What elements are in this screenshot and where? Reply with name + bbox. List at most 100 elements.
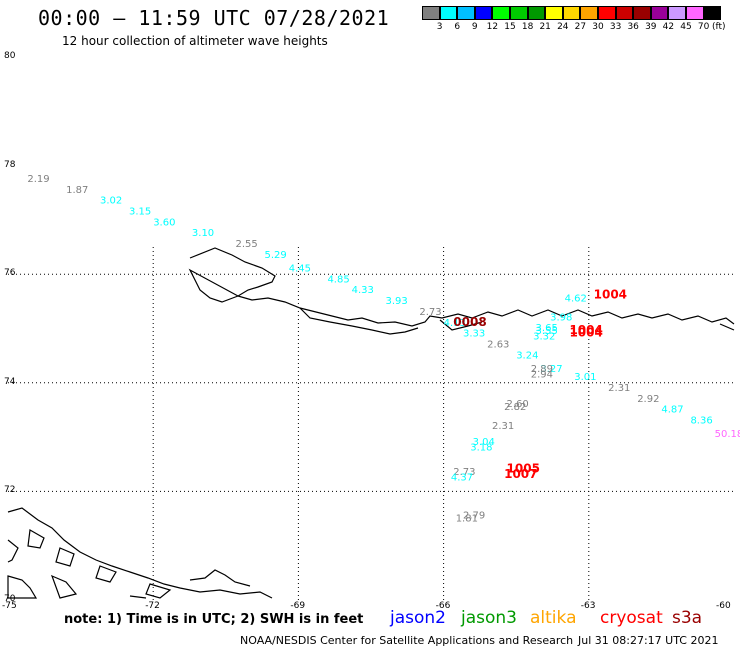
- coastline-segment: [299, 307, 419, 335]
- longitude-label: -75: [2, 601, 17, 611]
- colorbar-label: 9: [471, 22, 478, 32]
- wave-height-label: 3.65: [536, 323, 558, 334]
- footer-note: note: 1) Time is in UTC; 2) SWH is in fe…: [64, 612, 364, 627]
- latitude-label: 72: [4, 485, 16, 496]
- wave-height-label: 2.79: [463, 511, 485, 522]
- wave-height-label: 2.94: [531, 369, 553, 380]
- colorbar-label: 3: [436, 22, 443, 32]
- wave-height-label: 3.55: [536, 326, 558, 337]
- wave-height-label: 3.01: [574, 372, 596, 383]
- latitude-label: 80: [4, 51, 16, 61]
- longitude-label: -66: [435, 601, 451, 611]
- colorbar-swatch: [633, 6, 651, 20]
- colorbar-swatch: [668, 6, 686, 20]
- colorbar-swatch: [615, 6, 634, 20]
- colorbar-label: 39: [645, 22, 657, 32]
- coastline-segment: [189, 247, 735, 327]
- mission-label: cryosat: [600, 608, 663, 628]
- wave-height-label: 8.36: [690, 416, 712, 427]
- credit-text: NOAA/NESDIS Center for Satellite Applica…: [240, 634, 574, 647]
- colorbar-label: 6: [454, 22, 461, 32]
- wave-height-label: 4.13: [444, 318, 466, 329]
- wave-height-label: 3.10: [192, 228, 214, 239]
- wave-height-label: 4.87: [661, 405, 683, 416]
- wave-height-label: 3.93: [386, 296, 408, 307]
- latitude-label: 78: [4, 159, 16, 170]
- longitude-label: -72: [145, 601, 160, 611]
- wave-height-label: 2.31: [492, 421, 514, 432]
- wave-height-label: 3.27: [540, 364, 562, 375]
- wave-height-label: 2.92: [637, 394, 659, 405]
- colorbar-swatch: [439, 6, 458, 20]
- colorbar-label: 18: [521, 22, 534, 32]
- wave-height-label: 1.81: [456, 513, 478, 524]
- wave-height-label: 4.85: [327, 274, 349, 285]
- colorbar-label: 42: [662, 22, 675, 32]
- longitude-label: -63: [580, 601, 596, 611]
- longitude-label: -69: [290, 601, 306, 611]
- wave-height-label: 3.33: [463, 329, 485, 340]
- colorbar-label: 45: [680, 22, 692, 32]
- pressure-label: 1005: [507, 461, 540, 475]
- pressure-label: 1004: [594, 288, 627, 302]
- wave-height-label: 2.19: [27, 174, 49, 185]
- colorbar-swatch: [457, 6, 475, 20]
- wave-height-label: 5.29: [265, 250, 287, 261]
- wave-height-label: 3.32: [533, 331, 555, 342]
- page-subtitle: 12 hour collection of altimeter wave hei…: [62, 34, 328, 48]
- latitude-label: 70: [4, 594, 16, 604]
- colorbar-label: 27: [574, 22, 587, 32]
- coastline-segment: [55, 547, 75, 567]
- wave-height-label: 2.73: [419, 307, 441, 318]
- wave-height-label: 2.82: [504, 402, 526, 413]
- wave-height-label: 4.33: [352, 285, 374, 296]
- colorbar-label: 21: [539, 22, 551, 32]
- colorbar-label: 15: [504, 22, 516, 32]
- wave-height-label: 1.87: [66, 185, 88, 196]
- wave-height-label: 50.18: [715, 429, 740, 440]
- wave-height-label: 4.37: [451, 473, 473, 484]
- wave-height-label: 2.55: [235, 239, 257, 250]
- wave-height-label: 2.73: [453, 467, 475, 478]
- colorbar-swatch: [703, 6, 722, 20]
- pressure-label: 0008: [453, 315, 486, 329]
- colorbar-label: 33: [609, 22, 622, 32]
- coastline-segment: [95, 565, 117, 583]
- coastline-segment: [27, 529, 45, 549]
- wave-height-label: 2.63: [487, 340, 509, 351]
- pressure-label: 1004: [569, 323, 602, 337]
- timestamp-text: Jul 31 08:27:17 UTC 2021: [578, 634, 719, 647]
- graticule: [8, 247, 734, 600]
- wave-height-label: 3.02: [100, 196, 122, 207]
- longitude-label: -60: [716, 601, 731, 611]
- latitude-label: 74: [4, 376, 16, 387]
- page-title: 00:00 – 11:59 UTC 07/28/2021: [38, 6, 390, 30]
- colorbar-swatch: [422, 6, 440, 20]
- colorbar-swatch: [650, 6, 669, 20]
- colorbar-swatch: [686, 6, 704, 20]
- mission-label: altika: [530, 608, 577, 628]
- colorbar-swatch: [580, 6, 598, 20]
- colorbar-label: 30: [592, 22, 604, 32]
- latitude-label: 76: [4, 268, 16, 279]
- coastline-segment: [188, 268, 240, 303]
- coastline-segment: [50, 574, 78, 599]
- coastline-segment: [189, 569, 251, 587]
- colorbar-swatch: [598, 6, 616, 20]
- wave-height-label: 2.60: [507, 399, 529, 410]
- wave-height-label: 2.31: [608, 383, 630, 394]
- coastline-segment: [439, 319, 483, 331]
- coastline-segment: [7, 507, 273, 599]
- wave-height-label: 4.62: [565, 293, 587, 304]
- wave-height-labels: 2.19 1.87 3.02 3.153.60 3.10 2.55 5.294.45 4.85…: [27, 174, 740, 524]
- colorbar-swatch: [492, 6, 510, 20]
- mission-label: jason2: [390, 608, 446, 628]
- wave-height-label: 3.98: [550, 312, 572, 323]
- coastline: [7, 247, 735, 599]
- colorbar-swatch: [474, 6, 493, 20]
- colorbar-label: 12: [486, 22, 499, 32]
- wave-height-label: 3.60: [153, 217, 175, 228]
- colorbar-label: 24: [557, 22, 569, 32]
